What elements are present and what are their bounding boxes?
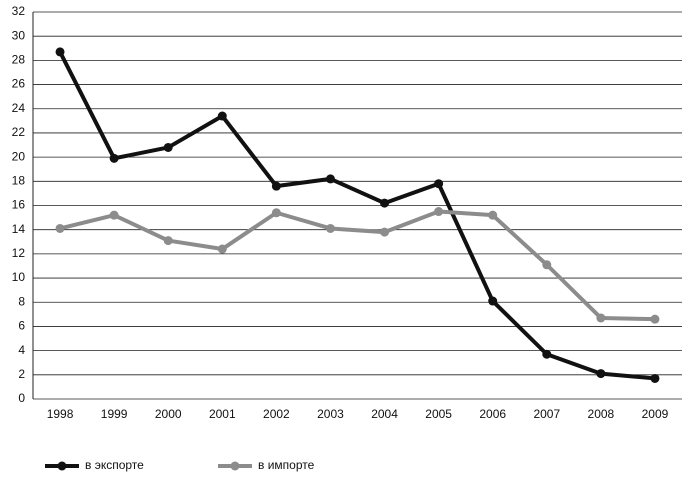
x-tick-label: 2001 xyxy=(209,407,236,421)
data-point xyxy=(380,227,390,237)
data-point xyxy=(650,314,660,324)
data-point xyxy=(542,349,552,359)
data-point xyxy=(163,142,173,152)
x-tick-label: 1999 xyxy=(101,407,128,421)
y-tick-label: 24 xyxy=(12,101,26,115)
y-tick-label: 22 xyxy=(12,125,26,139)
y-tick-label: 10 xyxy=(12,270,26,284)
data-point xyxy=(325,174,335,184)
x-tick-label: 2005 xyxy=(425,407,452,421)
y-tick-label: 20 xyxy=(12,149,26,163)
data-point xyxy=(380,198,390,208)
x-tick-label: 2002 xyxy=(263,407,290,421)
x-tick-label: 2003 xyxy=(317,407,344,421)
x-tick-label: 2004 xyxy=(371,407,398,421)
y-tick-label: 0 xyxy=(18,391,25,405)
y-tick-label: 18 xyxy=(12,173,26,187)
data-point xyxy=(109,153,119,163)
x-tick-label: 2009 xyxy=(642,407,669,421)
y-tick-label: 26 xyxy=(12,77,26,91)
data-point xyxy=(217,111,227,121)
data-point xyxy=(596,369,606,379)
data-point xyxy=(55,47,65,57)
x-tick-label: 2007 xyxy=(533,407,560,421)
y-tick-label: 32 xyxy=(12,4,26,18)
y-tick-label: 12 xyxy=(12,246,26,260)
x-tick-label: 2008 xyxy=(588,407,615,421)
series-line xyxy=(58,51,656,381)
y-tick-label: 28 xyxy=(12,53,26,67)
data-point xyxy=(488,296,498,306)
data-point xyxy=(434,207,444,217)
x-tick-label: 2000 xyxy=(155,407,182,421)
y-tick-label: 14 xyxy=(12,222,26,236)
data-point xyxy=(488,210,498,220)
y-tick-label: 2 xyxy=(18,367,25,381)
y-tick-label: 4 xyxy=(18,343,25,357)
y-tick-label: 30 xyxy=(12,28,26,42)
legend-label: в импорте xyxy=(258,458,315,472)
data-point xyxy=(434,179,444,189)
x-tick-label: 1998 xyxy=(47,407,74,421)
y-tick-label: 16 xyxy=(12,198,26,212)
data-point xyxy=(325,223,335,233)
legend-label: в экспорте xyxy=(85,458,144,472)
data-point xyxy=(596,313,606,323)
y-tick-label: 6 xyxy=(18,319,25,333)
data-point xyxy=(271,208,281,218)
series-line xyxy=(59,209,656,322)
data-point xyxy=(55,223,65,233)
data-point xyxy=(217,244,227,254)
legend-marker xyxy=(230,461,240,471)
data-point xyxy=(650,373,660,383)
data-point xyxy=(163,236,173,246)
data-point xyxy=(109,210,119,220)
data-point xyxy=(271,181,281,191)
x-tick-label: 2006 xyxy=(479,407,506,421)
data-point xyxy=(542,260,552,270)
legend-marker xyxy=(57,461,67,471)
y-tick-label: 8 xyxy=(18,294,25,308)
